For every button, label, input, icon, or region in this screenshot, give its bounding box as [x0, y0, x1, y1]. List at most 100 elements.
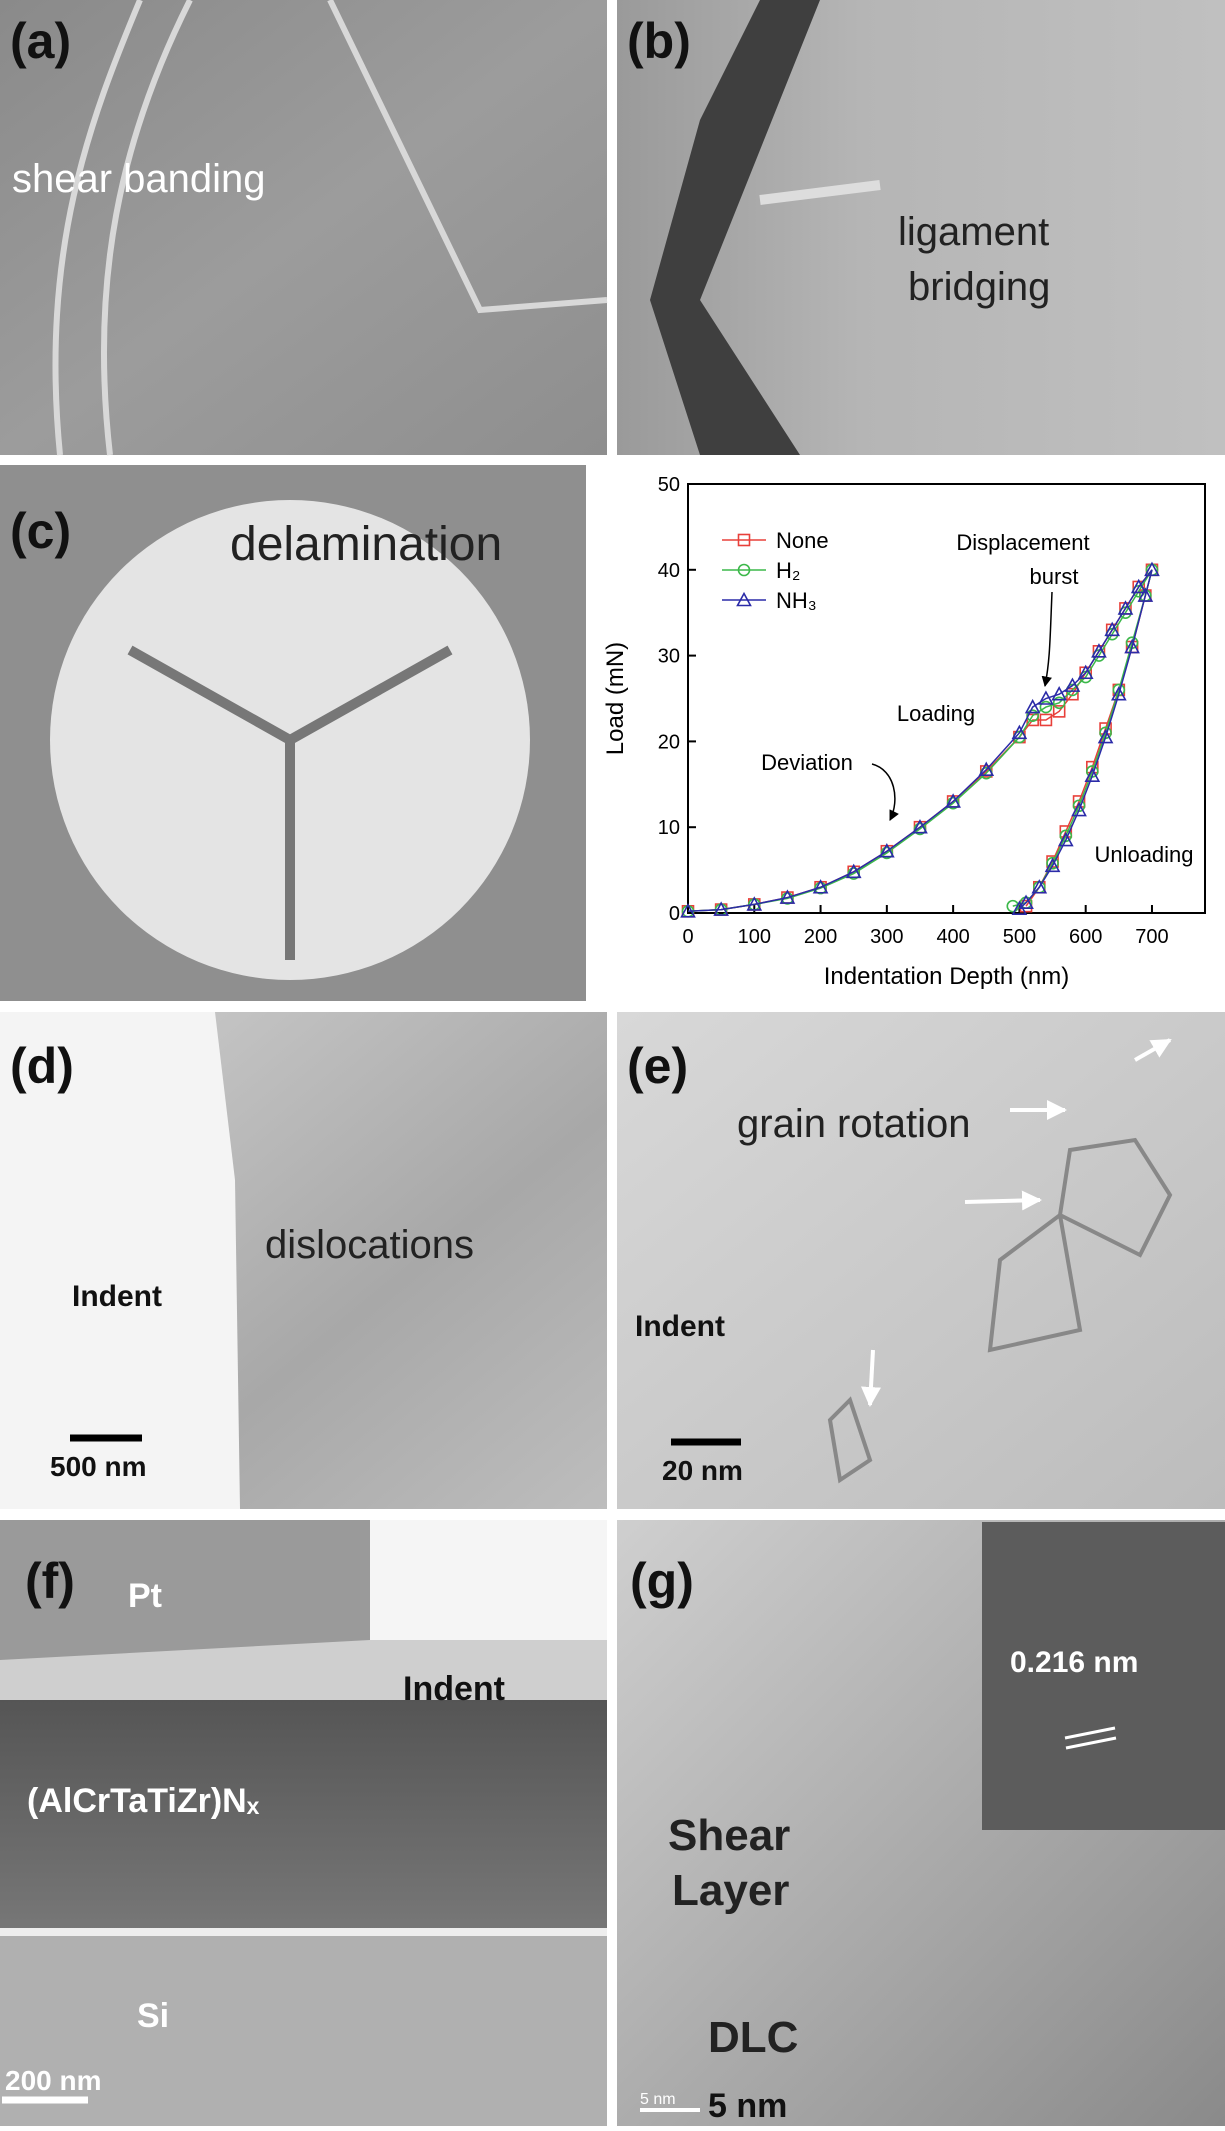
legend-label: NH₃	[776, 588, 817, 613]
marker	[912, 819, 928, 834]
marker	[1071, 801, 1087, 817]
marker	[1044, 857, 1061, 873]
interface	[0, 1928, 607, 1936]
marker	[946, 796, 960, 810]
annotation: burst	[1030, 564, 1079, 589]
panel-b: (b) ligament bridging	[617, 0, 1225, 455]
y-tick-label: 30	[658, 646, 680, 668]
inset	[982, 1522, 1225, 1830]
marker	[845, 863, 862, 879]
film	[0, 1700, 607, 1930]
marker	[1110, 686, 1127, 701]
marker	[1057, 831, 1074, 847]
marker	[1097, 728, 1114, 744]
lattice-marker	[1064, 1726, 1117, 1750]
panel-d: (d) dislocations Indent 500 nm	[0, 1012, 607, 1509]
y-tick-label: 50	[658, 474, 680, 496]
x-tick-label: 300	[870, 926, 903, 948]
marker	[1144, 561, 1160, 577]
indent-region	[0, 1012, 240, 1509]
marker	[1039, 713, 1053, 727]
x-tick-label: 400	[936, 926, 969, 948]
panel-g: (g) 0.216 nm Shear Layer DLC 5 nm 5 nm	[617, 1520, 1225, 2126]
scale-label: 5 nm	[640, 2091, 676, 2108]
x-tick-label: 0	[682, 926, 693, 948]
annotation: Layer	[672, 1866, 789, 1915]
panel-label: (c)	[10, 503, 71, 559]
marker	[1052, 705, 1066, 718]
annotation-arrow	[871, 763, 899, 821]
annotation: Displacement	[956, 530, 1089, 555]
annotation: Si	[137, 1997, 169, 2035]
x-tick-label: 100	[738, 926, 771, 948]
annotation: Deviation	[761, 750, 853, 775]
crack	[650, 0, 820, 455]
annotation: Loading	[897, 701, 975, 726]
marker	[814, 881, 827, 895]
chart: 0 100 200 300 400 500 600 700 0 10 20 30 40 50 Indenta…	[602, 474, 1206, 990]
indent-region	[370, 1520, 607, 1640]
panel-a: (a) shear banding	[0, 0, 608, 456]
panel-label: (g)	[630, 1553, 694, 1609]
substrate	[0, 1936, 607, 2126]
marker	[1104, 621, 1121, 637]
annotation-arrow	[1041, 591, 1053, 688]
micrograph	[617, 1012, 1225, 1509]
annotation: dislocations	[265, 1223, 474, 1267]
marker	[746, 896, 763, 911]
marker	[1117, 600, 1134, 615]
series-line	[687, 569, 1153, 913]
y-axis-label: Load (mN)	[602, 642, 629, 755]
marker	[1026, 713, 1039, 727]
marker	[879, 843, 895, 858]
grain	[827, 1137, 1173, 1484]
annotation: 0.216 nm	[1010, 1646, 1138, 1679]
panel-c: (c) delamination	[0, 465, 586, 1001]
ligament	[759, 180, 881, 205]
panel-f: (f) Pt Indent (AlCrTaTiZr)Nₓ Si 200 nm	[0, 1520, 607, 2126]
marker	[1066, 687, 1079, 701]
annotation: Pt	[128, 1577, 162, 1615]
x-tick-label: 600	[1069, 926, 1102, 948]
marker	[913, 822, 927, 836]
x-axis-label: Indentation Depth (nm)	[824, 963, 1069, 990]
marker	[737, 533, 751, 547]
y-tick-label: 10	[658, 817, 680, 839]
annotation: Indent	[403, 1670, 505, 1708]
marker	[1011, 724, 1028, 740]
marker	[1051, 686, 1068, 701]
band	[52, 0, 608, 456]
y-tick-label: 20	[658, 731, 680, 753]
marker	[847, 867, 861, 880]
annotation: grain rotation	[737, 1102, 970, 1146]
marker	[737, 563, 751, 577]
x-tick-label: 500	[1003, 926, 1036, 948]
marker	[1130, 578, 1147, 594]
marker	[1026, 709, 1039, 722]
x-tick-label: 200	[804, 926, 837, 948]
marker	[1077, 664, 1094, 680]
annotation: Unloading	[1094, 842, 1193, 867]
annotation: delamination	[230, 518, 502, 571]
legend-label: None	[776, 528, 829, 553]
y-tick-label: 0	[669, 903, 680, 925]
y-tick-label: 40	[658, 560, 680, 582]
micrograph	[0, 0, 607, 455]
layer	[0, 1640, 607, 1710]
marker	[736, 591, 752, 607]
crack	[127, 645, 453, 960]
annotation: ligament	[898, 210, 1049, 254]
panel-label: (a)	[10, 13, 71, 69]
marker	[713, 901, 729, 916]
marker	[680, 903, 696, 918]
annotation: (AlCrTaTiZr)Nₓ	[27, 1782, 260, 1820]
marker	[779, 889, 796, 904]
scale-label: 5 nm	[708, 2087, 787, 2125]
marker	[1052, 696, 1066, 710]
marker	[1024, 698, 1041, 714]
panel-label: (d)	[10, 1038, 74, 1094]
panel-label: (f)	[25, 1553, 75, 1609]
scale-label: 200 nm	[5, 2065, 102, 2096]
marker	[1039, 700, 1053, 714]
